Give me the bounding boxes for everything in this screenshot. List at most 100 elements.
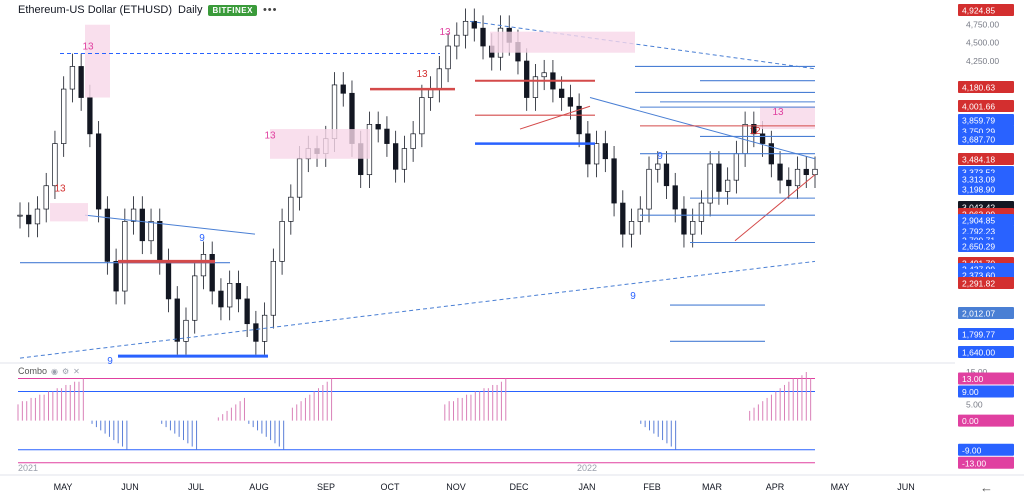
price-tag [958, 100, 1014, 112]
candle-body [759, 133, 766, 144]
trend-line [734, 174, 816, 242]
candle-body [454, 34, 460, 47]
td-sequential-label: 13 [54, 183, 66, 194]
candle-body [375, 124, 381, 130]
x-tick-label: NOV [446, 482, 466, 492]
price-tag-label: 1,640.00 [962, 348, 995, 358]
chart-interval[interactable]: Daily [178, 4, 203, 16]
candle-body [393, 143, 399, 170]
candle-body [532, 76, 539, 98]
price-tag [958, 240, 1014, 252]
candle-body [69, 66, 76, 90]
candle-body [462, 20, 469, 36]
candle-body [113, 261, 119, 292]
candle-body [148, 221, 154, 242]
candle-body [419, 97, 425, 135]
year-label-2022: 2022 [577, 463, 598, 473]
candle-body [611, 158, 617, 204]
candle-body [480, 27, 486, 47]
td-sequential-label: 9 [199, 233, 205, 244]
candle-body [410, 133, 416, 149]
candle-body [541, 72, 547, 78]
candle-body [655, 163, 661, 170]
price-tag-label: 2,904.85 [962, 216, 995, 226]
x-tick-label: AUG [249, 482, 269, 492]
price-tag [958, 307, 1014, 319]
x-tick-label: FEB [643, 482, 661, 492]
candle-body [34, 208, 41, 225]
combo-tag-label: -9.00 [962, 445, 982, 455]
eye-icon[interactable]: ◉ [51, 366, 58, 376]
candle-body [585, 133, 591, 165]
candle-body [17, 214, 23, 217]
trend-line [84, 214, 256, 235]
price-tag-label: 3,687.70 [962, 135, 995, 145]
td-sequential-label: 13 [416, 69, 428, 80]
td-sequential-label: 13 [439, 27, 451, 38]
arrow-left-icon[interactable]: ← [980, 480, 993, 495]
candle-body [524, 60, 530, 98]
price-tag [958, 183, 1014, 195]
candle-body [401, 148, 408, 170]
x-tick-label: DEC [509, 482, 529, 492]
combo-tag-label: 0.00 [962, 416, 979, 426]
candle-body [26, 214, 32, 225]
x-tick-label: JUL [188, 482, 204, 492]
x-tick-label: JUN [897, 482, 915, 492]
gear-icon[interactable]: ⚙ [62, 366, 70, 376]
td-sequential-label: 9 [630, 291, 636, 302]
candle-body [471, 20, 477, 29]
candle-body [646, 168, 652, 210]
candle-body [52, 143, 58, 187]
chart-title: Ethereum-US Dollar (ETHUSD) [18, 4, 173, 16]
combo-y-tick: 5.00 [966, 399, 983, 409]
candle-body [157, 221, 163, 262]
combo-tag [958, 456, 1014, 469]
more-dots-icon[interactable]: ••• [262, 4, 278, 16]
candle-body [794, 168, 801, 187]
candle-body [663, 163, 670, 187]
td-sequential-label: 9 [107, 356, 113, 367]
combo-tag [958, 414, 1014, 427]
candle-body [812, 168, 818, 176]
x-tick-label: APR [766, 482, 785, 492]
candle-body [733, 153, 740, 181]
td-sequential-label: 13 [772, 107, 784, 118]
price-tag-label: 3,484.18 [962, 155, 995, 165]
exchange-badge: BITFINEX [208, 4, 257, 16]
price-tag-label: 3,043.42 [962, 203, 995, 213]
candle-body [61, 88, 67, 144]
price-tag-label: 3,198.90 [962, 185, 995, 195]
candle-body [724, 179, 731, 192]
price-tag-label: 3,750.29 [962, 127, 995, 137]
candle-body [165, 261, 172, 300]
candle-body [620, 202, 626, 235]
combo-y-tick: 15.00 [966, 367, 988, 377]
candle-body [751, 124, 757, 135]
price-tag-label: 3,859.79 [962, 116, 995, 126]
candle-body [672, 185, 678, 210]
close-icon[interactable]: ✕ [73, 366, 80, 376]
y-tick-label: 4,500.00 [966, 37, 999, 47]
combo-tag-label: -13.00 [962, 458, 986, 468]
combo-tag-label: 9.00 [962, 387, 979, 397]
price-tag-label: 4,180.63 [962, 83, 995, 93]
candle-body [445, 45, 451, 70]
candle-body [628, 221, 635, 235]
td-sequential-label: 12 [749, 126, 761, 137]
candle-body [192, 275, 198, 321]
price-tag-label: 2,291.82 [962, 279, 995, 289]
candle-body [384, 128, 390, 144]
combo-tag [958, 385, 1014, 398]
candle-body [104, 208, 111, 262]
candle-body [777, 163, 783, 181]
price-tag-label: 3,373.52 [962, 168, 995, 178]
price-tag [958, 277, 1014, 289]
supply-zone [490, 31, 635, 53]
year-label-2021: 2021 [18, 463, 39, 473]
trend-line [469, 20, 816, 70]
y-tick-label: 4,750.00 [966, 20, 999, 30]
candle-body [296, 158, 303, 198]
price-tag-label: 4,001.66 [962, 102, 995, 112]
